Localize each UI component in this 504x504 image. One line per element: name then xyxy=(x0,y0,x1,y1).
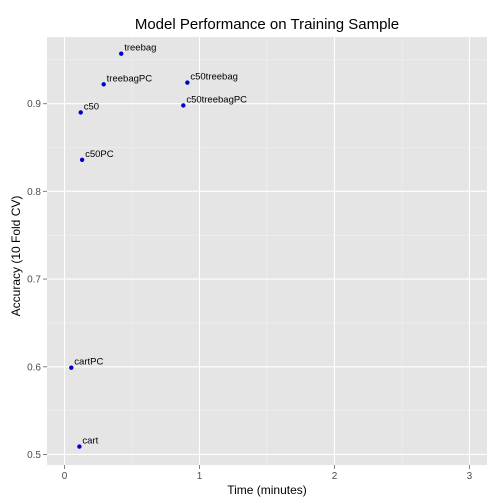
minor-gridlines xyxy=(47,37,487,465)
y-tick-label: 0.5 xyxy=(27,450,41,461)
x-tick-label: 3 xyxy=(467,471,473,482)
point-label-cartPC: cartPC xyxy=(74,357,103,368)
x-axis-title: Time (minutes) xyxy=(227,483,307,497)
y-tick-label: 0.8 xyxy=(27,187,41,198)
x-tick-label: 0 xyxy=(62,471,68,482)
y-axis-ticks: 0.5 0.6 0.7 0.8 0.9 xyxy=(27,99,47,461)
major-gridlines xyxy=(47,37,487,465)
y-axis-title: Accuracy (10 Fold CV) xyxy=(9,196,23,317)
point-label-c50: c50 xyxy=(84,101,99,112)
y-tick-label: 0.7 xyxy=(27,275,41,286)
x-axis-ticks: 0 1 2 3 xyxy=(62,465,473,482)
chart-title: Model Performance on Training Sample xyxy=(135,16,399,33)
point-label-cart: cart xyxy=(82,436,98,447)
y-tick-label: 0.9 xyxy=(27,99,41,110)
point-label-treebag: treebag xyxy=(124,43,156,54)
data-point-cartPC xyxy=(69,365,74,370)
data-points: treebag treebagPC c50treebag c50treebagPC c5… xyxy=(69,43,247,449)
point-label-treebagPC: treebagPC xyxy=(107,73,153,84)
point-label-c50treebagPC: c50treebagPC xyxy=(186,94,247,105)
data-point-c50 xyxy=(78,110,83,115)
data-point-c50treebagPC xyxy=(181,103,186,108)
point-label-c50treebag: c50treebag xyxy=(190,72,238,83)
x-tick-label: 2 xyxy=(332,471,338,482)
data-point-treebag xyxy=(119,51,124,56)
y-tick-label: 0.6 xyxy=(27,362,41,373)
data-point-treebagPC xyxy=(101,82,106,87)
point-label-c50PC: c50PC xyxy=(85,149,114,160)
data-point-c50treebag xyxy=(185,80,190,85)
x-tick-label: 1 xyxy=(197,471,203,482)
data-point-cart xyxy=(77,444,82,449)
data-point-c50PC xyxy=(79,157,85,162)
